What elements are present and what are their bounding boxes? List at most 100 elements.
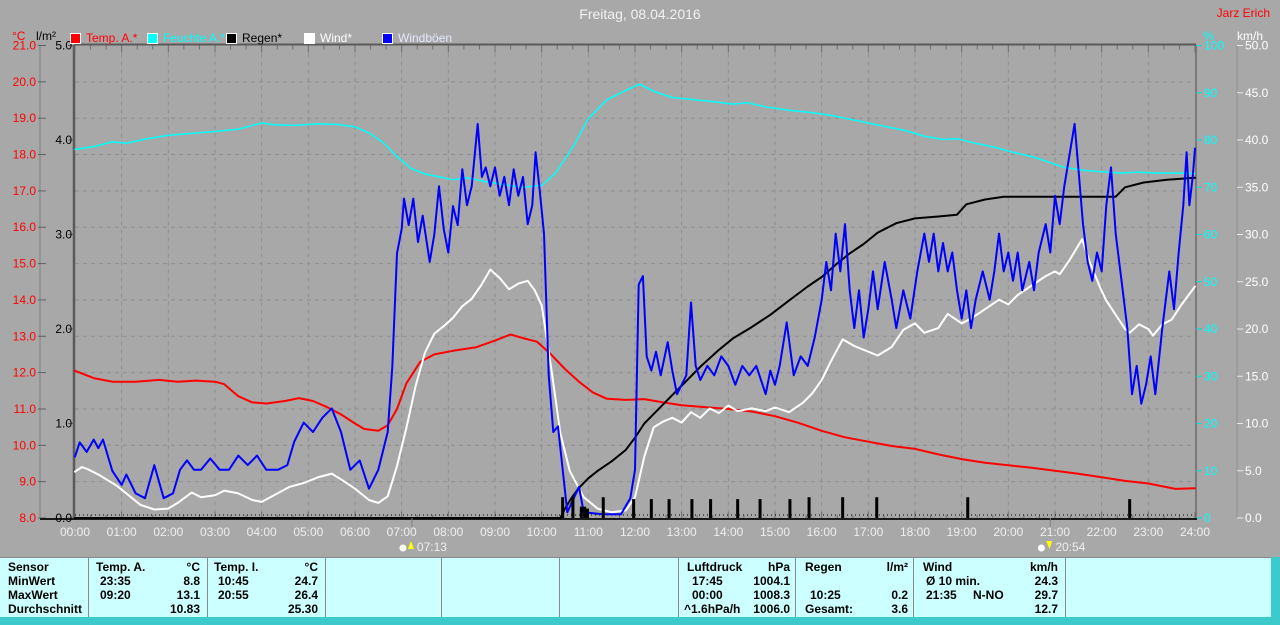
pressure-unit: hPa — [767, 560, 790, 574]
svg-text:14:00: 14:00 — [713, 525, 743, 539]
svg-text:30: 30 — [1204, 369, 1218, 383]
wind-avg-value: 12.7 — [1034, 602, 1058, 616]
panel-divider — [441, 558, 442, 618]
svg-text:20.0: 20.0 — [1245, 322, 1269, 336]
chart-series — [74, 83, 1196, 519]
summary-row-label-maxwert: MaxWert — [8, 588, 58, 602]
svg-text:11.0: 11.0 — [14, 402, 37, 416]
svg-text:03:00: 03:00 — [200, 525, 230, 539]
svg-text:90: 90 — [1204, 86, 1218, 100]
svg-text:12.0: 12.0 — [13, 366, 37, 380]
chart-axis-labels: 21.0 20.0 19.0 18.0 17.0 16.0 15.0 14.0 13.0 12.0… — [13, 39, 1269, 540]
temp-a-max-value: 13.1 — [176, 588, 200, 602]
temp-i-min-time: 10:45 — [218, 574, 249, 588]
svg-text:18:00: 18:00 — [900, 525, 930, 539]
svg-text:2.0: 2.0 — [55, 322, 72, 336]
temp-a-min-value: 8.8 — [183, 574, 200, 588]
svg-text:8.0: 8.0 — [19, 511, 36, 525]
rain-max-time: 10:25 — [810, 588, 841, 602]
panel-divider — [1065, 558, 1066, 618]
svg-text:19:00: 19:00 — [947, 525, 977, 539]
pressure-max-time: 00:00 — [692, 588, 723, 602]
rain-total-value: 3.6 — [891, 602, 908, 616]
legend-label-regen: Regen* — [242, 31, 283, 45]
svg-text:13:00: 13:00 — [667, 525, 697, 539]
svg-text:20.0: 20.0 — [13, 75, 37, 89]
svg-text:20:54: 20:54 — [1055, 540, 1085, 554]
svg-text:100: 100 — [1204, 39, 1224, 53]
svg-text:3.0: 3.0 — [55, 228, 72, 242]
svg-text:07:13: 07:13 — [417, 540, 447, 554]
svg-text:10: 10 — [1204, 464, 1218, 478]
legend-item-regen: Regen* — [226, 31, 282, 45]
panel-divider — [88, 558, 89, 618]
summary-panel: Sensor MinWert MaxWert Durchschnitt Temp… — [0, 557, 1280, 618]
legend-swatch-regen — [226, 32, 237, 44]
series-regen — [74, 176, 1196, 519]
wind-avg10-value: 24.3 — [1034, 574, 1058, 588]
svg-text:12:00: 12:00 — [620, 525, 650, 539]
sunset-marker: 20:54 — [1037, 518, 1086, 554]
svg-text:16.0: 16.0 — [13, 220, 37, 234]
chart-legend: Temp. A.* Feuchte A.* Regen* Wind* Windböen — [0, 31, 1280, 45]
svg-text:06:00: 06:00 — [340, 525, 370, 539]
temp-i-max-time: 20:55 — [218, 588, 249, 602]
svg-text:20: 20 — [1204, 417, 1218, 431]
svg-text:40: 40 — [1204, 322, 1218, 336]
legend-swatch-windboeen — [382, 32, 393, 44]
svg-text:17:00: 17:00 — [853, 525, 883, 539]
wind-sensor-name: Wind — [923, 560, 953, 574]
svg-text:45.0: 45.0 — [1245, 86, 1269, 100]
pressure-trend: ^1.6hPa/h — [684, 602, 741, 616]
temp-i-avg-value: 25.30 — [287, 602, 318, 616]
svg-text:13.0: 13.0 — [13, 329, 37, 343]
rain-max-value: 0.2 — [891, 588, 908, 602]
svg-text:15.0: 15.0 — [1245, 369, 1269, 383]
svg-text:11:00: 11:00 — [574, 525, 603, 539]
panel-divider — [678, 558, 679, 618]
right-axis-unit-humidity: % — [1203, 29, 1214, 43]
pressure-sensor-name: Luftdruck — [687, 560, 743, 574]
svg-text:70: 70 — [1204, 180, 1218, 194]
temp-a-min-time: 23:35 — [100, 574, 131, 588]
svg-text:9.0: 9.0 — [19, 475, 36, 489]
temp-i-min-value: 24.7 — [294, 574, 318, 588]
rain-sensor-name: Regen — [805, 560, 842, 574]
summary-row-label-sensor: Sensor — [8, 560, 49, 574]
temp-i-sensor-name: Temp. I. — [214, 560, 259, 574]
svg-text:24:00: 24:00 — [1180, 525, 1210, 539]
panel-divider — [325, 558, 326, 618]
rain-total-label: Gesamt: — [805, 602, 854, 616]
svg-text:00:00: 00:00 — [60, 525, 90, 539]
legend-label-windboeen: Windböen — [398, 31, 453, 45]
legend-item-wind: Wind* — [304, 31, 352, 45]
page-title: Freitag, 08.04.2016 — [579, 6, 701, 22]
wind-avg10-label: Ø 10 min. — [926, 574, 981, 588]
svg-text:0.0: 0.0 — [55, 511, 72, 525]
wind-unit: km/h — [1029, 560, 1058, 574]
svg-text:14.0: 14.0 — [13, 293, 37, 307]
pressure-avg-value: 1006.0 — [753, 602, 790, 616]
svg-text:10:00: 10:00 — [527, 525, 557, 539]
svg-text:5.0: 5.0 — [55, 39, 72, 53]
svg-text:1.0: 1.0 — [55, 417, 72, 431]
chart-gridlines — [75, 45, 1195, 519]
temp-i-max-value: 26.4 — [294, 588, 318, 602]
svg-text:04:00: 04:00 — [247, 525, 277, 539]
svg-text:23:00: 23:00 — [1133, 525, 1163, 539]
panel-divider — [795, 558, 796, 618]
svg-text:30.0: 30.0 — [1245, 228, 1269, 242]
svg-text:16:00: 16:00 — [807, 525, 837, 539]
svg-text:80: 80 — [1204, 133, 1218, 147]
legend-item-temp-a: Temp. A.* — [70, 31, 137, 45]
wind-max-direction: N-NO — [973, 588, 1004, 602]
svg-text:09:00: 09:00 — [480, 525, 510, 539]
legend-item-windboeen: Windböen — [382, 31, 452, 45]
legend-swatch-feuchte-a — [147, 32, 158, 44]
summary-row-label-durchschnitt: Durchschnitt — [8, 602, 83, 616]
svg-text:60: 60 — [1204, 228, 1218, 242]
series-windb-en — [74, 122, 1196, 516]
svg-text:05:00: 05:00 — [293, 525, 323, 539]
svg-text:07:00: 07:00 — [387, 525, 417, 539]
svg-text:10.0: 10.0 — [13, 438, 37, 452]
